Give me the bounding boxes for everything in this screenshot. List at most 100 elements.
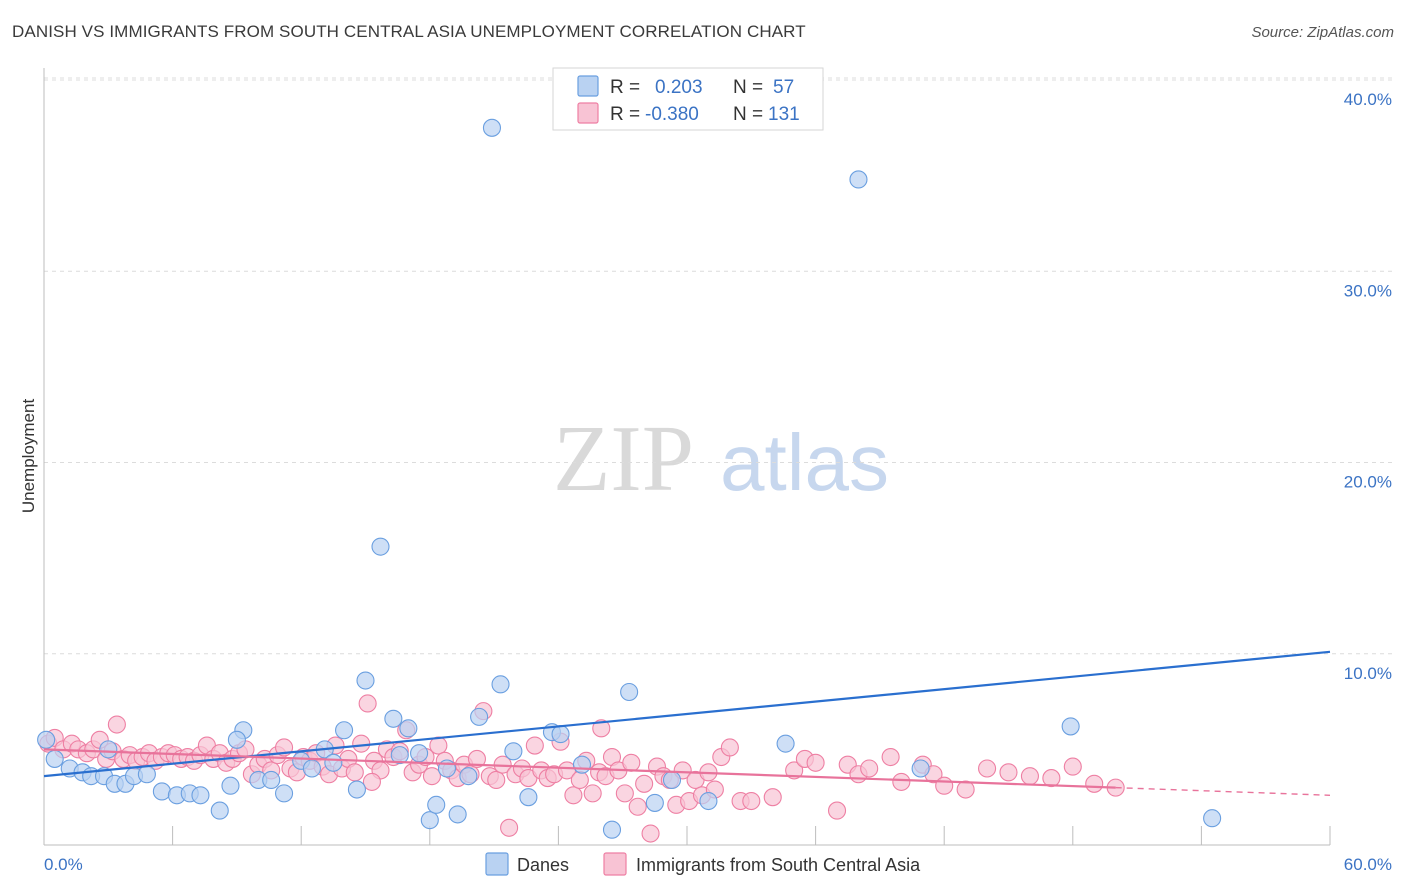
danes-point <box>335 721 354 740</box>
danes-point <box>210 801 229 820</box>
immigrants-point <box>978 759 997 778</box>
danes-point <box>399 719 418 738</box>
y-tick-label: 20.0% <box>1344 473 1392 492</box>
immigrants-point <box>935 776 954 795</box>
immigrants-point <box>827 801 847 820</box>
immigrants-point <box>362 772 381 791</box>
danes-point <box>459 767 478 786</box>
immigrants-point <box>500 818 519 837</box>
danes-point <box>551 725 570 744</box>
danes-point <box>776 734 795 753</box>
danes-point <box>275 784 294 803</box>
y-tick-label: 30.0% <box>1344 281 1392 300</box>
immigrants-point <box>1063 757 1082 776</box>
series-legend-label-danes: Danes <box>517 855 569 875</box>
danes-point <box>37 730 56 749</box>
danes-point <box>620 682 639 702</box>
legend-r-value-pink: -0.380 <box>645 104 699 125</box>
danes-point <box>324 753 343 772</box>
immigrants-point <box>352 734 371 753</box>
immigrants-point <box>570 770 589 790</box>
immigrants-point <box>892 772 911 791</box>
watermark-zip: ZIP <box>553 407 694 511</box>
immigrants-point <box>358 694 377 713</box>
danes-point <box>602 820 622 839</box>
trend-lines <box>43 650 1331 796</box>
danes-point <box>390 746 409 765</box>
immigrants-point <box>525 736 544 755</box>
danes-point <box>491 675 510 694</box>
danes-point <box>645 793 664 812</box>
immigrants-point <box>422 767 441 786</box>
series-legend-swatch-danes <box>485 852 509 876</box>
legend-n-value-blue: 57 <box>773 77 794 98</box>
immigrants-point <box>860 759 879 778</box>
danes-point <box>410 744 429 763</box>
legend-r-value-blue: 0.203 <box>655 77 703 98</box>
danes-point <box>849 170 868 189</box>
danes-point <box>302 759 321 778</box>
danes-point <box>482 118 502 137</box>
danes-point <box>384 709 403 728</box>
legend-n-value-pink: 131 <box>768 104 800 125</box>
immigrants-point <box>785 761 804 780</box>
immigrants-point <box>635 774 654 793</box>
immigrants-point <box>107 715 126 734</box>
x-tick-label-max: 60.0% <box>1344 855 1392 874</box>
danes-point <box>911 759 930 778</box>
danes-point <box>662 770 682 790</box>
immigrants-point <box>628 797 647 816</box>
immigrants-point <box>345 763 364 782</box>
series-legend-swatch-immigrants <box>603 852 627 876</box>
y-tick-labels: 10.0% 20.0% 30.0% 40.0% <box>1344 90 1392 683</box>
immigrants-point <box>615 784 634 803</box>
danes-point <box>137 765 156 784</box>
danes-point <box>1203 809 1222 828</box>
legend-r-label-pink: R = <box>610 104 640 125</box>
legend-r-label-blue: R = <box>610 77 640 98</box>
legend-n-label-blue: N = <box>733 77 763 98</box>
immigrants-trend-line <box>43 748 1116 789</box>
y-tick-label: 40.0% <box>1344 90 1392 109</box>
danes-point <box>470 707 489 726</box>
danes-point <box>420 811 439 830</box>
danes-point <box>347 780 366 799</box>
source-label: Source: ZipAtlas.com <box>1251 24 1394 41</box>
danes-point <box>504 742 523 761</box>
chart-title: DANISH VS IMMIGRANTS FROM SOUTH CENTRAL … <box>12 22 806 41</box>
danes-point <box>1061 717 1080 736</box>
immigrants-point <box>742 791 761 811</box>
y-axis-label: Unemployment <box>19 399 38 514</box>
immigrants-point <box>487 770 506 790</box>
danes-point <box>699 791 718 811</box>
immigrants-point <box>592 719 611 738</box>
series-legend-label-immigrants: Immigrants from South Central Asia <box>636 855 921 875</box>
series-legend: Danes Immigrants from South Central Asia <box>485 852 921 876</box>
immigrants-point <box>806 753 825 772</box>
danes-point <box>221 776 240 795</box>
legend-n-label-pink: N = <box>733 104 763 125</box>
immigrants-point <box>622 753 641 772</box>
danes-trend-line <box>43 650 1331 778</box>
x-tick-label-min: 0.0% <box>44 855 83 874</box>
danes-point <box>572 755 592 774</box>
danes-point <box>99 740 118 759</box>
immigrants-point <box>1020 767 1039 786</box>
legend-swatch-blue <box>577 75 599 97</box>
immigrants-point <box>720 738 739 757</box>
immigrants-point <box>1085 774 1104 793</box>
legend-swatch-pink <box>577 102 599 124</box>
stats-legend: R = 0.203 N = 57 R = -0.380 N = 131 <box>552 67 824 131</box>
danes-point <box>356 671 375 690</box>
immigrants-point <box>763 788 782 807</box>
immigrants-point <box>881 747 900 767</box>
danes-point <box>371 537 390 556</box>
immigrants-point <box>583 784 602 803</box>
danes-point <box>152 782 171 801</box>
danes-point <box>227 730 246 749</box>
immigrants-point <box>956 780 975 799</box>
danes-point <box>262 770 281 790</box>
immigrants-point <box>999 763 1018 782</box>
x-ticks <box>43 826 1331 845</box>
